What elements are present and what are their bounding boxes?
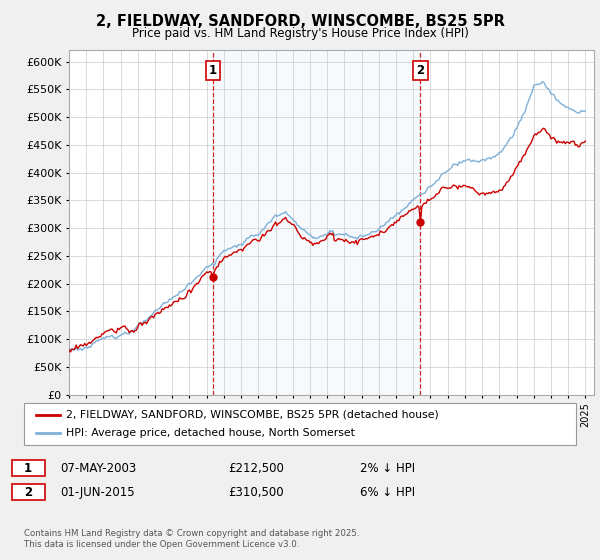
- Text: £212,500: £212,500: [228, 461, 284, 475]
- Text: Contains HM Land Registry data © Crown copyright and database right 2025.
This d: Contains HM Land Registry data © Crown c…: [24, 529, 359, 549]
- Text: £310,500: £310,500: [228, 486, 284, 499]
- Bar: [213, 50, 421, 395]
- Text: 6% ↓ HPI: 6% ↓ HPI: [360, 486, 415, 499]
- Text: 2: 2: [24, 486, 32, 499]
- Text: 1: 1: [209, 64, 217, 77]
- Text: 2% ↓ HPI: 2% ↓ HPI: [360, 461, 415, 475]
- Text: Price paid vs. HM Land Registry's House Price Index (HPI): Price paid vs. HM Land Registry's House …: [131, 27, 469, 40]
- Text: 2: 2: [416, 64, 425, 77]
- Text: 2, FIELDWAY, SANDFORD, WINSCOMBE, BS25 5PR: 2, FIELDWAY, SANDFORD, WINSCOMBE, BS25 5…: [95, 14, 505, 29]
- Text: 01-JUN-2015: 01-JUN-2015: [60, 486, 134, 499]
- Text: 07-MAY-2003: 07-MAY-2003: [60, 461, 136, 475]
- Text: 1: 1: [24, 461, 32, 475]
- Text: HPI: Average price, detached house, North Somerset: HPI: Average price, detached house, Nort…: [66, 428, 355, 438]
- Text: 2, FIELDWAY, SANDFORD, WINSCOMBE, BS25 5PR (detached house): 2, FIELDWAY, SANDFORD, WINSCOMBE, BS25 5…: [66, 410, 439, 420]
